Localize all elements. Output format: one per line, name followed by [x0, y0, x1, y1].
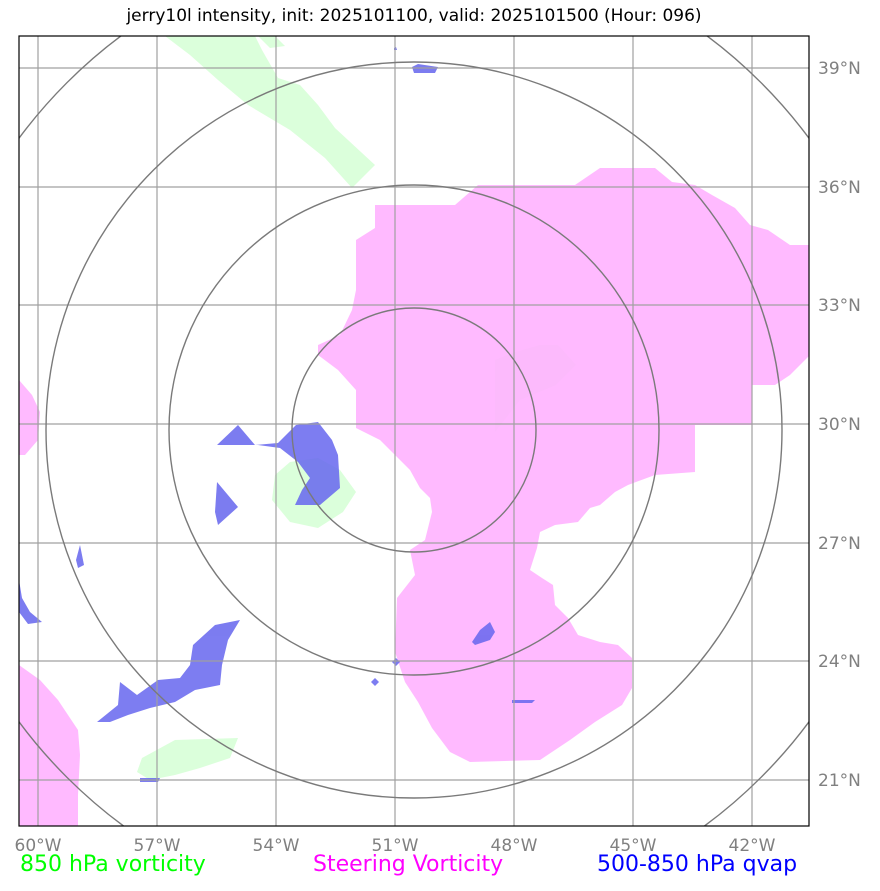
lat-tick-label: 30°N	[818, 415, 861, 435]
vorticity-850-region	[165, 36, 375, 188]
lon-tick-label: 48°W	[491, 836, 538, 856]
vorticity-850-region	[137, 738, 238, 780]
grid-lines	[19, 36, 809, 826]
range-ring	[45, 61, 783, 799]
qvap-region	[371, 678, 379, 686]
longitude-axis: 60°W 57°W 54°W 51°W 48°W 45°W 42°W	[15, 836, 776, 856]
lat-tick-label: 36°N	[818, 178, 861, 198]
lat-tick-label: 21°N	[818, 771, 861, 791]
map-title: jerry10l intensity, init: 2025101100, va…	[126, 6, 702, 26]
qvap-region	[472, 622, 495, 645]
range-ring	[291, 307, 537, 553]
vorticity-850-region	[258, 36, 285, 48]
lon-tick-label: 51°W	[372, 836, 419, 856]
map-frame	[18, 35, 810, 827]
lat-tick-label: 27°N	[818, 534, 861, 554]
steering-vorticity-field	[19, 168, 809, 826]
qvap-region	[392, 658, 400, 666]
steering-vorticity-region	[19, 380, 40, 455]
lon-tick-label: 60°W	[15, 836, 62, 856]
latitude-axis: 39°N 36°N 33°N 30°N 27°N 24°N 21°N	[818, 59, 861, 791]
legend-850-vorticity: 850 hPa vorticity	[20, 852, 206, 877]
qvap-region	[19, 580, 42, 624]
steering-vorticity-region	[318, 168, 809, 762]
qvap-field	[19, 47, 535, 782]
steering-vorticity-region	[19, 665, 80, 826]
lat-tick-label: 24°N	[818, 652, 861, 672]
lon-tick-label: 57°W	[134, 836, 181, 856]
legend-qvap: 500-850 hPa qvap	[597, 852, 798, 877]
lat-tick-label: 33°N	[818, 296, 861, 316]
qvap-region	[76, 545, 84, 568]
qvap-region	[215, 482, 238, 525]
qvap-region	[217, 422, 340, 505]
lon-tick-label: 42°W	[729, 836, 776, 856]
qvap-region	[97, 620, 240, 722]
lon-tick-label: 54°W	[253, 836, 300, 856]
lat-tick-label: 39°N	[818, 59, 861, 79]
lon-tick-label: 45°W	[610, 836, 657, 856]
qvap-region	[512, 700, 535, 703]
range-ring	[168, 184, 660, 676]
legend-steering-vorticity: Steering Vorticity	[313, 852, 504, 877]
